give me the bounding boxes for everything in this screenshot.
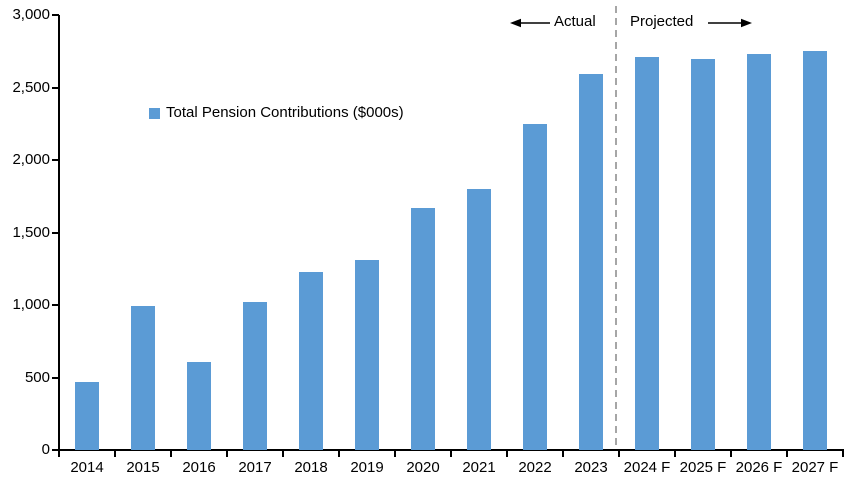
y-axis-tick-label: 0	[41, 441, 50, 458]
bar-2027-f	[803, 51, 827, 450]
legend-label: Total Pension Contributions ($000s)	[166, 104, 404, 121]
left-arrow-icon	[510, 18, 550, 28]
x-axis-tick	[170, 449, 172, 457]
x-axis-tick-label: 2027 F	[791, 459, 839, 476]
x-axis-tick	[338, 449, 340, 457]
x-axis-tick	[450, 449, 452, 457]
x-axis-tick	[674, 449, 676, 457]
bar-2026-f	[747, 54, 771, 450]
x-axis-tick-label: 2014	[70, 459, 104, 476]
x-axis-tick	[618, 449, 620, 457]
y-axis-tick-label: 2,500	[12, 78, 50, 96]
x-axis-tick	[842, 449, 844, 457]
legend-marker-icon	[149, 107, 160, 119]
right-arrow-icon	[708, 18, 752, 28]
y-axis-tick-label: 500	[24, 368, 50, 386]
y-axis-tick	[52, 231, 59, 234]
bar-2019	[355, 260, 379, 450]
y-axis-tick	[52, 376, 59, 379]
x-axis-tick-label: 2022	[518, 459, 552, 476]
x-axis-tick-label: 2020	[406, 459, 440, 476]
x-axis-tick	[786, 449, 788, 457]
y-axis-tick	[52, 449, 59, 451]
y-axis-tick	[52, 86, 59, 89]
bar-2023	[579, 74, 603, 450]
y-axis-tick	[52, 14, 59, 16]
x-axis-tick	[226, 449, 228, 457]
x-axis-tick	[730, 449, 732, 457]
x-axis-tick-label: 2024 F	[623, 459, 671, 476]
y-axis-tick-label: 1,500	[12, 223, 50, 241]
bar-2017	[243, 302, 267, 450]
x-axis-tick-label: 2015	[126, 459, 160, 476]
projected-annotation: Projected	[630, 13, 694, 30]
y-axis-tick-label: 3,000	[12, 6, 50, 23]
actual-projected-divider-line	[615, 6, 617, 450]
bar-2022	[523, 123, 547, 450]
y-axis-tick	[52, 159, 59, 161]
x-axis-tick-label: 2019	[350, 459, 384, 476]
bar-2021	[467, 189, 491, 450]
x-axis-tick-label: 2026 F	[735, 459, 783, 476]
x-axis-tick-label: 2021	[462, 459, 496, 476]
bar-2025-f	[691, 58, 715, 450]
y-axis-tick	[52, 304, 59, 306]
bar-2016	[187, 361, 211, 450]
bar-2020	[411, 207, 435, 450]
bar-2014	[75, 381, 99, 450]
x-axis-tick	[506, 449, 508, 457]
actual-annotation: Actual	[554, 13, 596, 30]
bar-2024-f	[635, 57, 659, 450]
x-axis-tick-label: 2016	[182, 459, 216, 476]
x-axis-tick-label: 2017	[238, 459, 272, 476]
bar-2018	[299, 271, 323, 450]
x-axis-tick	[114, 449, 116, 457]
x-axis-tick	[562, 449, 564, 457]
x-axis-tick-label: 2023	[574, 459, 608, 476]
chart-legend: Total Pension Contributions ($000s)	[149, 104, 404, 122]
x-axis-tick-label: 2025 F	[679, 459, 727, 476]
y-axis-tick-label: 2,000	[12, 151, 50, 168]
x-axis-tick	[282, 449, 284, 457]
x-axis-tick	[394, 449, 396, 457]
x-axis-tick	[58, 449, 60, 457]
y-axis-line	[58, 15, 60, 451]
y-axis-tick-label: 1,000	[12, 296, 50, 313]
bar-2015	[131, 306, 155, 450]
x-axis-tick-label: 2018	[294, 459, 328, 476]
